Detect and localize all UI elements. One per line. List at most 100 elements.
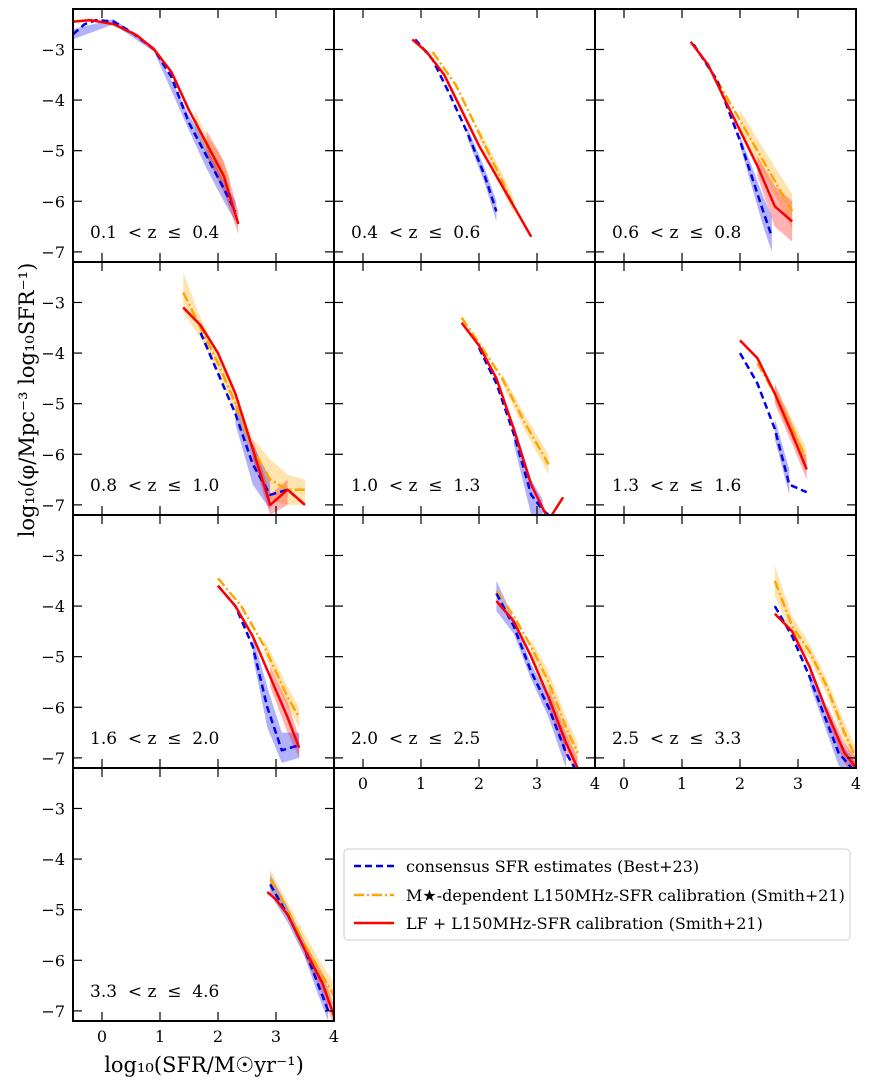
redshift-bin-label: 0.8 < z ≤ 1.0 [90,476,219,496]
consensus-sfr-line [199,332,306,506]
y-tick-label: −4 [41,344,65,363]
lf-uncertainty-band [827,704,856,768]
panel-8: 0 1 2 3 4 2.0 < z ≤ 2.5 [333,514,600,793]
x-tick-label: 1 [155,1027,165,1046]
y-tick-label: −6 [41,445,65,464]
plot-area [411,38,533,238]
x-tick-label: 0 [358,774,368,793]
x-tick-label: 4 [851,774,861,793]
x-tick-label: 3 [271,1027,281,1046]
lf-uncertainty-band [548,687,578,768]
y-tick-label: −4 [41,850,65,869]
lf-calibration-line [182,306,306,507]
mstar-uncertainty-band [183,272,305,505]
lf-calibration-line [217,584,301,749]
lf-calibration-line [773,612,856,768]
y-tick-label: −7 [41,243,65,262]
redshift-bin-label: 2.0 < z ≤ 2.5 [351,729,480,749]
mstar-calibration-line [217,577,301,719]
mstar-calibration-line [460,316,550,466]
redshift-bin-label: 1.3 < z ≤ 1.6 [612,476,741,496]
x-tick-label: 0 [619,774,629,793]
y-tick-label: −7 [41,749,65,768]
plot-area [182,272,306,515]
lf-calibration-line [266,891,334,1017]
x-tick-label: 4 [329,1027,339,1046]
lf-calibration-line [460,321,565,515]
x-axis-label: log₁₀(SFR/M☉yr⁻¹) [104,1053,304,1077]
panel-7: −3 −4 −5 −6 −7 1.6 < z ≤ 2.0 [41,514,335,769]
y-tick-label: −7 [41,1002,65,1021]
y-tick-label: −6 [41,951,65,970]
redshift-bin-label: 3.3 < z ≤ 4.6 [90,982,219,1002]
y-tick-label: −3 [41,546,65,565]
y-tick-label: −4 [41,597,65,616]
x-tick-label: 3 [532,774,542,793]
panel-6: 1.3 < z ≤ 1.6 [594,261,857,516]
plot-area [217,577,301,763]
x-tick-label: 2 [213,1027,223,1046]
mstar-calibration-line [773,580,856,759]
y-tick-label: −3 [41,293,65,312]
lf-uncertainty-band [757,155,793,242]
redshift-bin-label: 1.0 < z ≤ 1.3 [351,476,480,496]
lf-calibration-line [411,38,533,238]
mstar-calibration-line [715,79,794,213]
panel-3: 0.6 < z ≤ 0.8 [594,8,857,263]
legend-label-mstar: M★-dependent L150MHz-SFR calibration (Sm… [406,886,845,905]
panel-1: −3 −4 −5 −6 −7 0.1 < z ≤ 0.4 [41,8,335,263]
x-tick-label: 1 [677,774,687,793]
x-tick-label: 2 [474,774,484,793]
consensus-sfr-line [269,883,330,1012]
mstar-uncertainty-band [774,565,856,768]
y-tick-label: −5 [41,395,65,414]
x-tick-label: 3 [793,774,803,793]
x-tick-label: 1 [416,774,426,793]
y-tick-label: −3 [41,40,65,59]
y-tick-label: −5 [41,142,65,161]
mstar-calibration-line [269,878,334,997]
consensus-sfr-line [414,38,498,212]
consensus-sfr-line [495,592,577,768]
redshift-bin-label: 0.6 < z ≤ 0.8 [612,223,741,243]
y-tick-label: −3 [41,799,65,818]
y-tick-label: −5 [41,648,65,667]
legend-label-lf: LF + L150MHz-SFR calibration (Smith+21) [406,914,763,933]
mstar-uncertainty-band [740,110,793,230]
y-tick-label: −5 [41,901,65,920]
mstar-uncertainty-band [264,639,300,728]
lf-uncertainty-band [206,130,239,235]
lf-calibration-line [495,600,579,768]
panel-4: −3 −4 −5 −6 −7 0.8 < z ≤ 1.0 [41,261,335,516]
plot-area [495,580,579,768]
consensus-uncertainty-band [252,636,300,763]
plot-area [73,18,240,235]
x-tick-label: 4 [590,774,600,793]
lf-calibration-line [739,339,808,470]
redshift-bin-label: 2.5 < z ≤ 3.3 [612,729,741,749]
mstar-calibration-line [495,590,579,754]
panel-10: −3 −4 −5 −6 −7 0 1 2 3 4 3.3 < z ≤ 4.6 [41,767,339,1046]
plot-area [773,565,856,768]
plot-area [738,339,808,495]
lf-calibration-line [73,18,240,225]
redshift-bin-label: 1.6 < z ≤ 2.0 [90,729,219,749]
plot-area [689,41,794,252]
panel-frame [72,767,335,1022]
panel-9: 0 1 2 3 4 2.5 < z ≤ 3.3 [594,514,861,793]
consensus-sfr-line [738,352,808,494]
mstar-calibration-line [431,51,515,207]
redshift-bin-label: 0.4 < z ≤ 0.6 [351,223,480,243]
panel-frame [594,514,857,769]
consensus-sfr-line [773,605,854,768]
mstar-calibration-line [182,291,305,491]
y-tick-label: −6 [41,192,65,211]
redshift-bin-label: 0.1 < z ≤ 0.4 [90,223,219,243]
plot-area [266,869,334,1021]
y-tick-label: −7 [41,496,65,515]
panels-grid: −3 −4 −5 −6 −7 0.1 < z ≤ 0.4 0.4 < z ≤ 0.6 0.6 … [41,8,861,1046]
x-tick-label: 2 [735,774,745,793]
plot-area [460,316,565,515]
legend: consensus SFR estimates (Best+23) M★-dep… [343,848,851,941]
